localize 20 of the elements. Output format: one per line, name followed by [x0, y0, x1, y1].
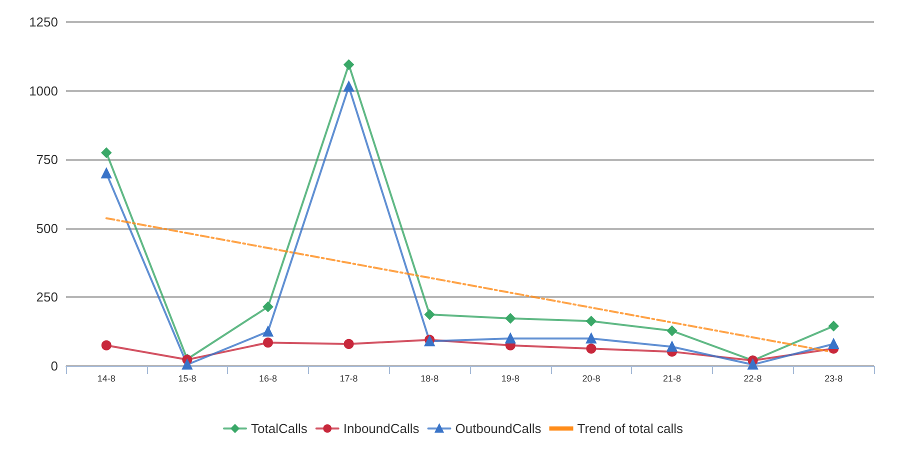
x-tick-label: 19-8 [501, 374, 520, 384]
legend-label: Trend of total calls [577, 421, 684, 436]
x-tick-label: 18-8 [420, 374, 439, 384]
legend-label: InboundCalls [343, 421, 420, 436]
x-tick-label: 23-8 [824, 374, 843, 384]
x-tick-label: 14-8 [97, 374, 116, 384]
y-tick-label: 1250 [29, 14, 58, 30]
y-tick-label: 500 [36, 220, 58, 236]
y-tick-label: 0 [50, 358, 58, 374]
y-tick-label: 1000 [29, 83, 58, 98]
x-tick-label: 16-8 [258, 374, 278, 384]
legend-label: TotalCalls [251, 421, 308, 436]
x-tick-label: 22-8 [744, 374, 762, 384]
y-tick-label: 750 [36, 152, 58, 168]
x-tick-label: 20-8 [582, 374, 600, 384]
y-tick-label: 250 [36, 290, 58, 305]
legend-label: OutboundCalls [455, 421, 542, 436]
x-tick-label: 15-8 [178, 374, 196, 384]
x-tick-label: 17-8 [340, 374, 358, 384]
x-tick-label: 21-8 [662, 374, 682, 384]
